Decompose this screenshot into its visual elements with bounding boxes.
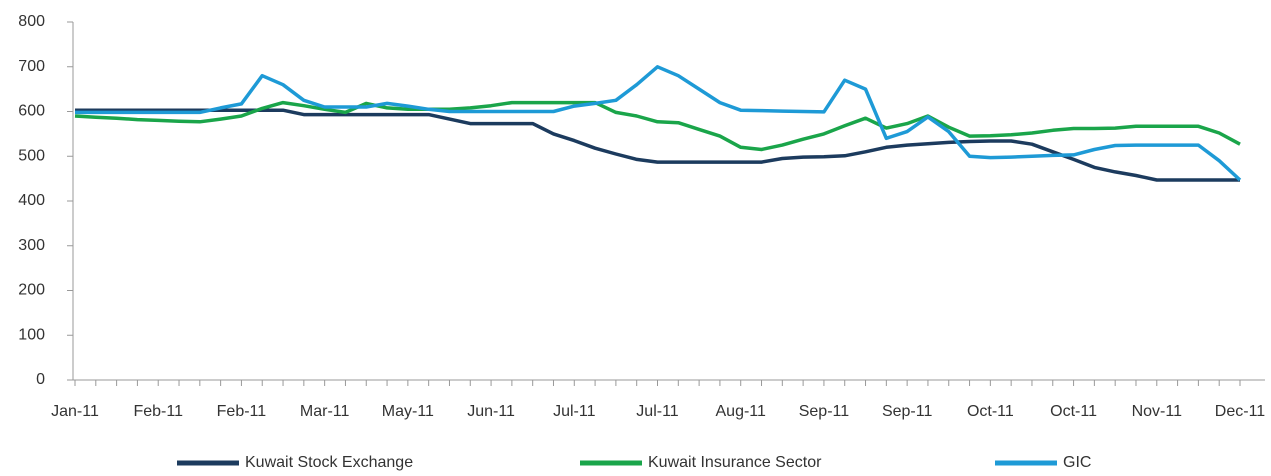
series-line: [75, 65, 1242, 182]
legend-label: Kuwait Insurance Sector: [648, 454, 822, 471]
x-tick-label: Mar-11: [300, 403, 350, 420]
series-line: [74, 100, 1241, 152]
x-tick-label: Jul-11: [553, 403, 595, 420]
x-tick-label: Oct-11: [967, 403, 1014, 420]
y-tick-label: 800: [18, 13, 45, 30]
y-tick-label: 700: [18, 58, 45, 75]
y-tick-label: 400: [18, 192, 45, 209]
x-tick-label: Jul-11: [636, 403, 678, 420]
x-tick-label: Jan-11: [51, 403, 99, 420]
x-tick-label: Sep-11: [882, 403, 933, 420]
x-tick-label: Aug-11: [716, 403, 767, 420]
legend-label: GIC: [1063, 454, 1091, 471]
x-tick-label: Sep-11: [799, 403, 850, 420]
x-tick-label: Oct-11: [1050, 403, 1097, 420]
y-tick-label: 200: [18, 282, 45, 299]
legend-label: Kuwait Stock Exchange: [245, 454, 413, 471]
x-tick-label: Feb-11: [133, 403, 183, 420]
x-tick-label: Nov-11: [1132, 403, 1182, 420]
series-line: [75, 108, 1240, 182]
y-tick-label: 300: [18, 237, 45, 254]
x-tick-label: Dec-11: [1215, 403, 1265, 420]
x-tick-label: May-11: [382, 403, 434, 420]
x-tick-label: Jun-11: [467, 403, 515, 420]
y-tick-label: 600: [18, 103, 45, 120]
y-tick-label: 100: [18, 326, 45, 343]
y-tick-label: 500: [18, 147, 45, 164]
y-tick-label: 0: [36, 371, 45, 388]
x-tick-label: Feb-11: [217, 403, 267, 420]
